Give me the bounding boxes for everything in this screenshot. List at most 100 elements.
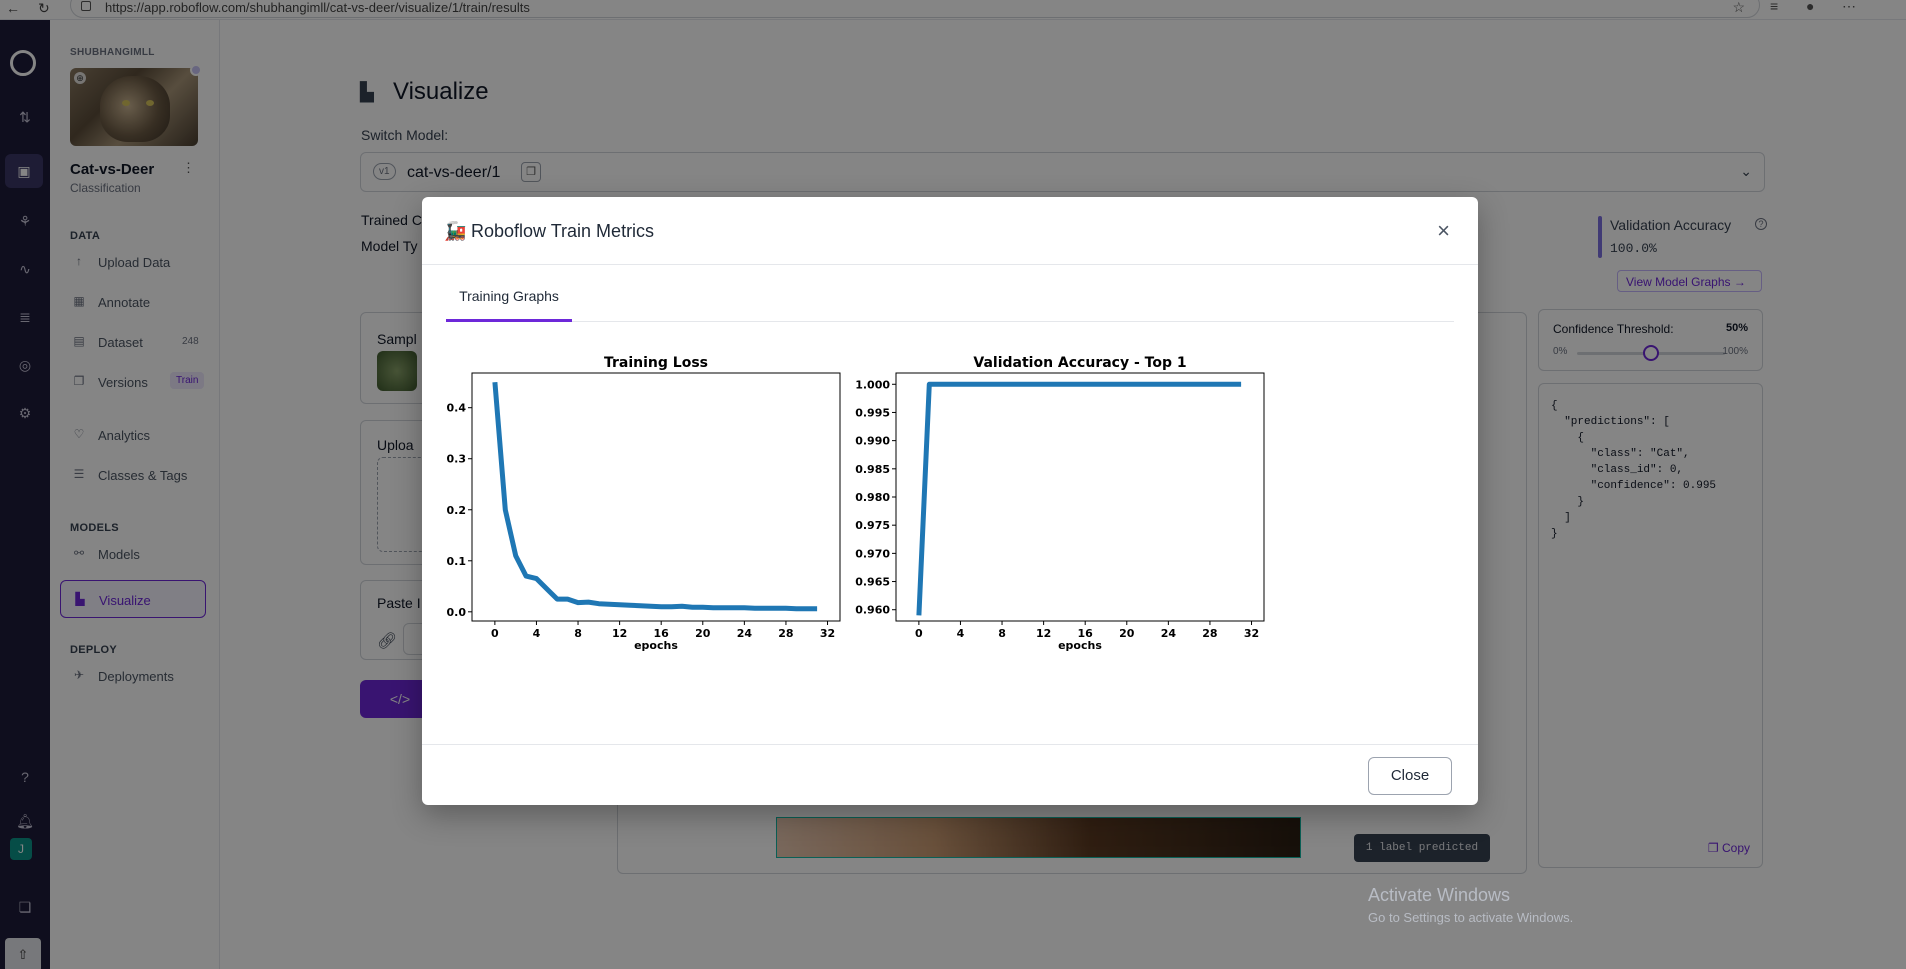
browser-menu-icon[interactable]: ⋯	[1842, 0, 1856, 14]
section-deploy: DEPLOY	[70, 644, 118, 656]
json-output[interactable]: { "predictions": [ { "class": "Cat", "cl…	[1551, 400, 1717, 540]
view-model-graphs-button[interactable]: View Model Graphs →	[1617, 270, 1762, 292]
roboflow-logo-icon[interactable]	[10, 50, 36, 76]
x-tick-label-0-6: 24	[737, 627, 753, 640]
site-info-icon[interactable]	[81, 1, 91, 11]
y-tick-label-0-0: 0.0	[447, 606, 467, 619]
y-tick-label-0-3: 0.3	[447, 453, 467, 466]
link-icon: 🔗︎	[377, 633, 398, 650]
sidebar-item-label: Upload Data	[98, 255, 171, 270]
project-name: Cat-vs-Deer	[70, 161, 155, 178]
confidence-min: 0%	[1553, 346, 1568, 357]
copy-model-id-icon[interactable]: ❐	[521, 162, 541, 182]
project-thumbnail[interactable]: ⊕	[70, 68, 198, 146]
confidence-slider-handle[interactable]	[1643, 345, 1659, 361]
sidebar-item-annotate[interactable]: ▦ Annotate	[60, 286, 206, 318]
app-rail: ⇅ ▣ ⚘ ∿ ≣ ◎ ⚙ ? 🔔︎ J ❏ ⇧	[0, 20, 50, 969]
sidebar-item-visualize[interactable]: ▙ Visualize	[60, 580, 206, 618]
prediction-image	[776, 817, 1301, 858]
series-line-0	[492, 381, 818, 612]
windows-watermark-subtitle: Go to Settings to activate Windows.	[1368, 910, 1574, 925]
tab-training-graphs[interactable]: Training Graphs	[446, 277, 572, 322]
analytics-icon: ♡	[73, 427, 85, 441]
close-button[interactable]: Close	[1368, 757, 1452, 795]
charts-area: Training Loss epochs 0 4 8 12 16 20 24 28 32 0.0 0.1…	[446, 341, 1454, 711]
projects-icon[interactable]: ▣	[5, 154, 43, 188]
address-bar[interactable]: https://app.roboflow.com/shubhangimll/ca…	[70, 0, 1760, 18]
y-tick-label-1-8: 1.000	[855, 378, 890, 391]
url-text[interactable]: https://app.roboflow.com/shubhangimll/ca…	[105, 0, 530, 15]
browser-toolbar: ← ↻ https://app.roboflow.com/shubhangiml…	[0, 0, 1906, 20]
plot-frame-0	[471, 372, 841, 622]
close-icon[interactable]: ×	[1437, 218, 1450, 243]
sample-image-thumbnail[interactable]	[377, 351, 417, 391]
help-icon[interactable]: ?	[21, 769, 29, 785]
sidebar-item-analytics[interactable]: ♡ Analytics	[60, 419, 206, 451]
copy-json-button[interactable]: ❐ Copy	[1708, 841, 1750, 855]
reload-icon[interactable]: ↻	[38, 0, 50, 16]
y-tick-label-0-2: 0.2	[447, 504, 467, 517]
dataset-icon: ▤	[73, 334, 85, 348]
reading-list-icon[interactable]: ≡	[1770, 0, 1779, 14]
y-tick-label-1-4: 0.980	[855, 491, 890, 504]
x-tick-label-0-8: 32	[820, 627, 835, 640]
model-name: cat-vs-deer/1	[407, 164, 501, 181]
train-badge[interactable]: Train	[170, 372, 205, 389]
dataset-count: 248	[182, 336, 199, 347]
sidebar-item-dataset[interactable]: ▤ Dataset 248	[60, 326, 206, 358]
cat-image	[100, 76, 170, 142]
info-icon[interactable]: ?	[1755, 218, 1767, 230]
copy-icon: ❐	[1707, 841, 1722, 855]
docs-icon[interactable]: ❏	[18, 899, 32, 915]
deployments-icon: ✈	[73, 668, 85, 682]
sidebar-item-versions[interactable]: ❐ Versions Train	[60, 366, 206, 398]
sidebar-item-label: Dataset	[98, 335, 143, 350]
notifications-bell-icon[interactable]: 🔔︎	[16, 813, 34, 829]
sidebar-item-classes-tags[interactable]: ☰ Classes & Tags	[60, 459, 206, 491]
storage-icon[interactable]: ≣	[19, 309, 31, 325]
settings-gear-icon[interactable]: ⚙	[18, 405, 32, 421]
page-title: Visualize	[393, 78, 489, 105]
sidebar-item-deployments[interactable]: ✈ Deployments	[60, 660, 206, 692]
sidebar-item-label: Versions	[98, 375, 148, 390]
chart-bars-icon: ▙	[360, 82, 374, 102]
x-tick-label-0-2: 8	[574, 627, 582, 640]
y-tick-label-1-1: 0.965	[855, 576, 890, 589]
y-tick-label-1-3: 0.975	[855, 519, 890, 532]
cat-eye-right	[146, 100, 154, 106]
modal-tabs: Training Graphs	[446, 277, 1454, 322]
sidebar-item-label: Deployments	[98, 669, 174, 684]
workspace-name[interactable]: SHUBHANGIMLL	[70, 47, 155, 58]
sidebar-item-label: Models	[98, 547, 140, 562]
workflows-icon[interactable]: ⚘	[18, 213, 32, 229]
x-tick-label-1-1: 4	[957, 627, 965, 640]
label-predicted-badge: 1 label predicted	[1354, 834, 1490, 862]
switch-icon[interactable]: ⇅	[19, 109, 31, 125]
back-arrow-icon[interactable]: ←	[6, 0, 20, 16]
x-tick-label-0-4: 16	[654, 627, 670, 640]
sidebar-item-models[interactable]: ⚯ Models	[60, 538, 206, 570]
model-select[interactable]: v1 cat-vs-deer/1 ❐ ⌄	[360, 152, 1765, 192]
y-tick-label-1-7: 0.995	[855, 406, 890, 419]
paste-title: Paste I	[377, 595, 421, 611]
x-tick-label-1-3: 12	[1036, 627, 1051, 640]
profile-avatar-icon[interactable]: ●	[1806, 0, 1815, 14]
trained-on-label: Trained C	[361, 212, 422, 228]
modal-title: Roboflow Train Metrics	[471, 221, 655, 241]
deploy-rail-icon[interactable]: ◎	[18, 357, 32, 373]
monitoring-icon[interactable]: ∿	[19, 261, 31, 277]
x-tick-label-0-5: 20	[695, 627, 711, 640]
cat-eye-left	[122, 100, 130, 106]
sidebar-item-upload-data[interactable]: ↑ Upload Data	[60, 246, 206, 278]
user-avatar[interactable]: J	[10, 838, 32, 860]
windows-watermark-title: Activate Windows	[1368, 885, 1511, 905]
confidence-label: Confidence Threshold:	[1553, 322, 1674, 336]
upgrade-icon[interactable]: ⇧	[5, 938, 41, 969]
y-tick-label-1-6: 0.990	[855, 435, 890, 448]
x-tick-label-1-7: 28	[1202, 627, 1217, 640]
x-tick-label-0-7: 28	[778, 627, 793, 640]
project-type: Classification	[70, 181, 141, 195]
project-menu-icon[interactable]: ⋮	[182, 160, 195, 175]
bookmark-star-icon[interactable]: ☆	[1732, 0, 1745, 15]
sample-card: Sampl	[360, 312, 430, 404]
